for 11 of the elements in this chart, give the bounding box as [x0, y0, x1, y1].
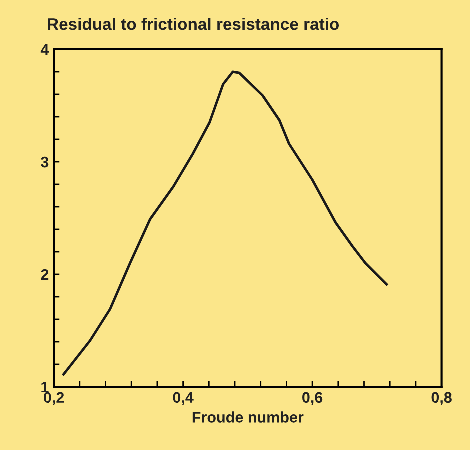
chart-title: Residual to frictional resistance ratio — [48, 18, 340, 30]
y-tick-label: 1 — [42, 382, 49, 393]
x-axis-title: Froude number — [192, 412, 304, 423]
y-tick-label: 3 — [41, 156, 49, 168]
x-tick-label: 0,4 — [173, 392, 194, 406]
x-tick-label: 0,8 — [432, 392, 452, 406]
y-tick-label: 4 — [40, 44, 50, 56]
y-tick-label: 2 — [41, 269, 49, 280]
line-series — [62, 70, 388, 376]
x-tick-label: 0,2 — [44, 392, 64, 406]
x-tick-label: 0,6 — [302, 392, 323, 406]
